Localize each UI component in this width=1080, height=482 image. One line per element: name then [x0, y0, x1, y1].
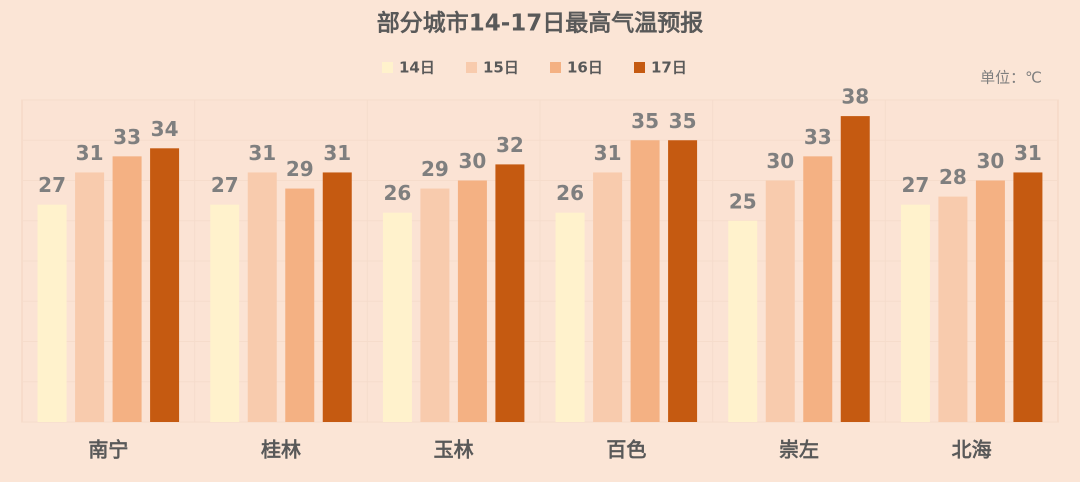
- bar: [322, 172, 352, 422]
- bar: [112, 156, 142, 422]
- data-label: 38: [841, 85, 869, 109]
- data-label: 31: [323, 141, 351, 165]
- data-label: 26: [556, 181, 584, 205]
- bar: [975, 180, 1005, 422]
- data-label: 27: [901, 173, 929, 197]
- x-tick-label: 玉林: [434, 438, 474, 462]
- legend-swatch: [466, 62, 477, 73]
- bar: [75, 172, 105, 422]
- data-label: 27: [38, 173, 66, 197]
- data-label: 35: [631, 109, 659, 133]
- bar: [803, 156, 833, 422]
- legend-swatch: [634, 62, 645, 73]
- bar: [630, 140, 660, 422]
- bar: [938, 196, 968, 422]
- bar: [420, 188, 450, 422]
- bar: [150, 148, 180, 423]
- bar: [1013, 172, 1043, 422]
- x-tick-label: 桂林: [260, 438, 301, 462]
- x-tick-label: 北海: [952, 438, 992, 462]
- data-label: 30: [766, 149, 794, 173]
- data-label: 31: [594, 141, 622, 165]
- x-tick-label: 南宁: [88, 438, 128, 462]
- bar: [668, 140, 698, 422]
- bar: [210, 204, 240, 422]
- data-label: 28: [939, 165, 967, 189]
- x-tick-label: 崇左: [779, 438, 819, 462]
- data-label: 29: [421, 157, 449, 181]
- legend-swatch: [382, 62, 393, 73]
- data-label: 35: [669, 109, 697, 133]
- bar: [285, 188, 315, 422]
- legend-swatch: [550, 62, 561, 73]
- legend-label: 16日: [567, 59, 603, 77]
- bar: [593, 172, 623, 422]
- data-label: 30: [976, 149, 1004, 173]
- bar: [728, 220, 758, 422]
- data-label: 32: [496, 133, 524, 157]
- bar: [840, 116, 870, 422]
- bar: [247, 172, 277, 422]
- data-label: 30: [458, 149, 486, 173]
- data-label: 31: [248, 141, 276, 165]
- data-label: 31: [1014, 141, 1042, 165]
- legend-label: 14日: [399, 59, 435, 77]
- chart-title: 部分城市14-17日最高气温预报: [377, 10, 704, 37]
- bar: [900, 204, 930, 422]
- unit-label: 单位：℃: [980, 69, 1042, 87]
- bar: [765, 180, 795, 422]
- data-label: 33: [113, 125, 141, 149]
- bar: [457, 180, 487, 422]
- data-label: 26: [383, 181, 411, 205]
- x-tick-label: 百色: [606, 438, 646, 462]
- data-label: 33: [804, 125, 832, 149]
- bar: [382, 212, 412, 422]
- data-label: 27: [211, 173, 239, 197]
- data-label: 34: [151, 117, 179, 141]
- data-label: 29: [286, 157, 314, 181]
- bar: [555, 212, 585, 422]
- bar: [495, 164, 525, 422]
- legend-label: 17日: [651, 59, 687, 77]
- data-label: 25: [729, 189, 757, 213]
- legend-label: 15日: [483, 59, 519, 77]
- bar: [37, 204, 67, 422]
- data-label: 31: [76, 141, 104, 165]
